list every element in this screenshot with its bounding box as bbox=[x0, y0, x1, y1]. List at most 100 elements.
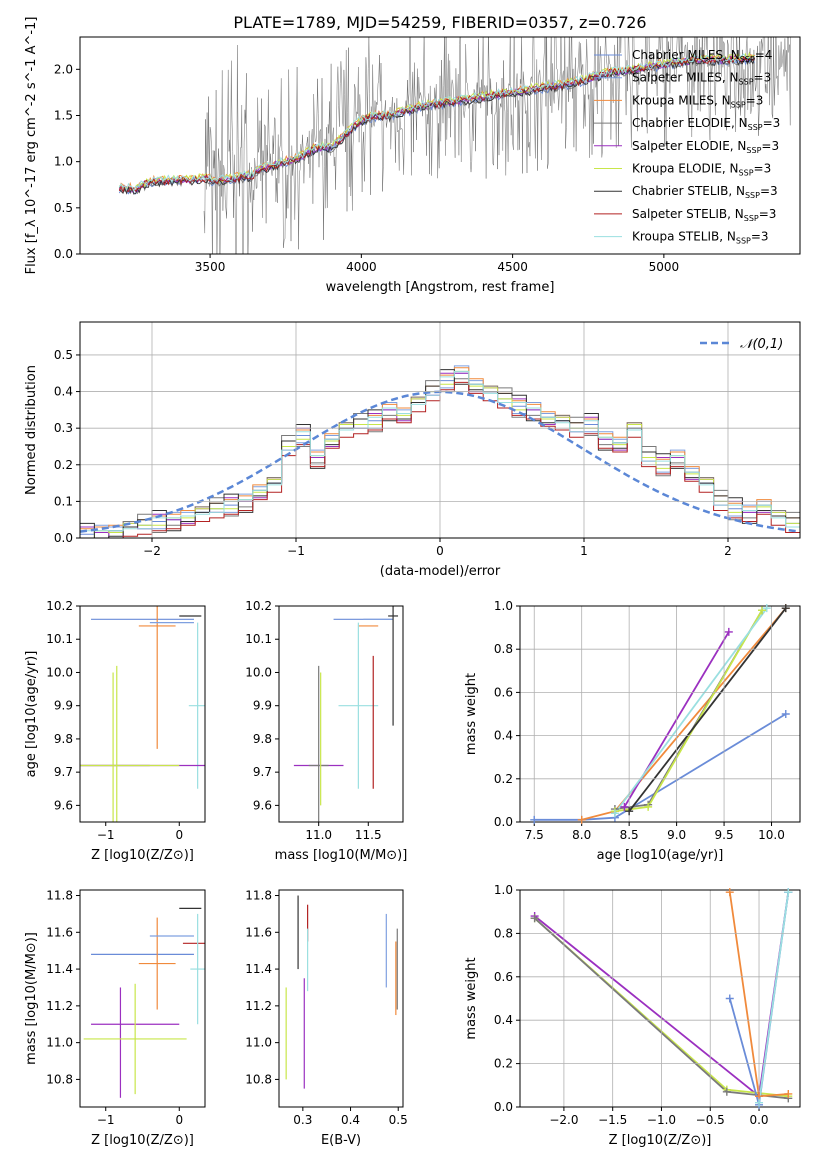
y-tick-label: 10.2 bbox=[245, 599, 272, 613]
x-tick-label: 0.0 bbox=[749, 1113, 768, 1127]
weight-point bbox=[644, 802, 653, 811]
weight-series-line bbox=[614, 609, 763, 813]
legend-entry: Chabrier STELIB, NSSP=3 bbox=[632, 184, 778, 200]
weight-point bbox=[530, 815, 539, 824]
y-axis-label: Flux [f_λ 10^-17 erg cm^-2 s^-1 A^-1] bbox=[24, 17, 39, 275]
y-tick-label: 11.4 bbox=[245, 962, 272, 976]
x-tick-label: −1.5 bbox=[598, 1113, 627, 1127]
y-tick-label: 11.6 bbox=[46, 925, 73, 939]
weight-point bbox=[722, 1087, 731, 1096]
weight-point bbox=[762, 604, 771, 613]
y-tick-label: 11.8 bbox=[245, 889, 272, 903]
legend-entry: Salpeter MILES, NSSP=3 bbox=[632, 71, 771, 87]
weight-point bbox=[577, 815, 586, 824]
y-axis-label: mass weight bbox=[464, 957, 479, 1039]
y-tick-label: 9.8 bbox=[253, 732, 272, 746]
y-tick-label: 0.5 bbox=[54, 201, 73, 215]
y-tick-label: 10.0 bbox=[245, 665, 272, 679]
y-tick-label: 10.2 bbox=[46, 599, 73, 613]
axes-frame bbox=[79, 36, 801, 255]
y-tick-label: 9.6 bbox=[54, 798, 73, 812]
weight-series-line bbox=[581, 607, 787, 821]
y-tick-label: 0.8 bbox=[494, 926, 513, 940]
x-tick-label: 0.3 bbox=[293, 1113, 312, 1127]
chart-mass-vs-metallicity: −1 0 10.8 11.0 11.2 11.4 11.6 11.8 Z [log10(Z/Z⊙… bbox=[24, 889, 206, 1148]
plot-area bbox=[80, 606, 205, 822]
x-tick-label: 7.5 bbox=[525, 828, 544, 842]
y-tick-label: 2.0 bbox=[54, 62, 73, 76]
model-spectrum-line bbox=[118, 53, 755, 192]
weight-point bbox=[530, 914, 539, 923]
y-tick-label: 9.8 bbox=[54, 732, 73, 746]
x-axis-label: (data-model)/error bbox=[380, 564, 501, 579]
y-tick-label: 0.8 bbox=[494, 642, 513, 656]
chart-residuals: −2 −1 0 1 2 0.0 0.1 0.2 0.3 0.4 0.5 (data-model)/er… bbox=[24, 321, 801, 579]
weight-point bbox=[758, 606, 767, 615]
y-axis-label: age [log10(age/yr)] bbox=[24, 651, 39, 778]
legend-entry: Chabrier ELODIE, NSSP=3 bbox=[632, 116, 780, 132]
x-tick-label: 0 bbox=[175, 1113, 183, 1127]
y-tick-label: 0.4 bbox=[494, 729, 513, 743]
axes-frame bbox=[79, 889, 206, 1108]
y-axis-label: Normed distribution bbox=[24, 365, 39, 495]
chart-mass-vs-ebv: 0.3 0.4 0.5 10.8 11.0 11.2 11.4 11.6 11.8 E(B-V) bbox=[245, 889, 407, 1148]
x-tick-label: 3500 bbox=[195, 260, 226, 274]
x-axis-label: Z [log10(Z/Z⊙)] bbox=[609, 1133, 712, 1148]
plot-area bbox=[534, 607, 787, 821]
y-tick-label: 0.3 bbox=[54, 421, 73, 435]
y-tick-label: 11.0 bbox=[46, 1036, 73, 1050]
chart-age-vs-metallicity: −1 0 9.6 9.7 9.8 9.9 10.0 10.1 10.2 Z [log10(Z/Z⊙… bbox=[24, 599, 206, 863]
weight-series-line bbox=[628, 607, 787, 812]
y-tick-label: 0.0 bbox=[494, 815, 513, 829]
x-tick-label: 0 bbox=[436, 544, 444, 558]
y-axis-label: mass weight bbox=[464, 673, 479, 755]
y-tick-label: 10.8 bbox=[245, 1072, 272, 1086]
weight-point bbox=[610, 809, 619, 818]
y-tick-label: 10.1 bbox=[245, 632, 272, 646]
legend-entry: Salpeter STELIB, NSSP=3 bbox=[632, 207, 776, 223]
y-tick-label: 9.9 bbox=[253, 699, 272, 713]
x-tick-label: −1 bbox=[97, 1113, 115, 1127]
y-tick-label: 9.7 bbox=[253, 765, 272, 779]
legend-entry: 𝒩(0,1) bbox=[740, 337, 783, 352]
y-tick-label: 1.0 bbox=[494, 883, 513, 897]
y-tick-label: 0.0 bbox=[494, 1100, 513, 1114]
x-tick-label: 8.0 bbox=[572, 828, 591, 842]
axes-frame bbox=[519, 889, 801, 1108]
legend-entry: Chabrier MILES, NSSP=4 bbox=[632, 48, 772, 64]
weight-point bbox=[625, 807, 634, 816]
y-tick-label: 0.0 bbox=[54, 247, 73, 261]
plot-area bbox=[83, 907, 205, 1098]
weight-point bbox=[725, 994, 734, 1003]
y-tick-label: 0.2 bbox=[494, 1057, 513, 1071]
y-axis-label: mass [log10(M/M⊙)] bbox=[24, 932, 39, 1065]
x-axis-label: E(B-V) bbox=[321, 1133, 361, 1148]
x-tick-label: 9.5 bbox=[715, 828, 734, 842]
y-tick-label: 9.7 bbox=[54, 765, 73, 779]
x-tick-label: 11.0 bbox=[305, 828, 332, 842]
x-tick-label: −1 bbox=[97, 828, 115, 842]
x-axis-label: mass [log10(M/M⊙)] bbox=[275, 848, 408, 863]
x-tick-label: 11.5 bbox=[355, 828, 382, 842]
y-tick-label: 1.0 bbox=[54, 155, 73, 169]
chart-spectrum: 3500 4000 4500 5000 0.0 0.5 1.0 1.5 2.0 wavelengt… bbox=[24, 17, 801, 295]
x-axis-label: Z [log10(Z/Z⊙)] bbox=[91, 1133, 194, 1148]
weight-point bbox=[784, 888, 793, 897]
legend-entry: Kroupa STELIB, NSSP=3 bbox=[632, 230, 769, 246]
y-tick-label: 9.6 bbox=[253, 798, 272, 812]
y-tick-label: 11.4 bbox=[46, 962, 73, 976]
plot-area bbox=[285, 895, 398, 1089]
x-tick-label: −0.5 bbox=[696, 1113, 725, 1127]
weight-point bbox=[724, 627, 733, 636]
y-tick-label: 11.6 bbox=[245, 925, 272, 939]
plot-area bbox=[293, 606, 399, 822]
y-tick-label: 10.0 bbox=[46, 665, 73, 679]
chart-massweight-vs-age: 7.5 8.0 8.5 9.0 9.5 10.0 0.0 0.2 0.4 0.6 0.8 1.0 age… bbox=[464, 599, 801, 863]
y-tick-label: 11.2 bbox=[245, 999, 272, 1013]
weight-point bbox=[755, 1098, 764, 1107]
x-tick-label: 10.0 bbox=[758, 828, 785, 842]
y-tick-label: 1.5 bbox=[54, 108, 73, 122]
weight-point bbox=[725, 888, 734, 897]
axes-frame bbox=[278, 605, 404, 823]
x-tick-label: 0.4 bbox=[341, 1113, 360, 1127]
